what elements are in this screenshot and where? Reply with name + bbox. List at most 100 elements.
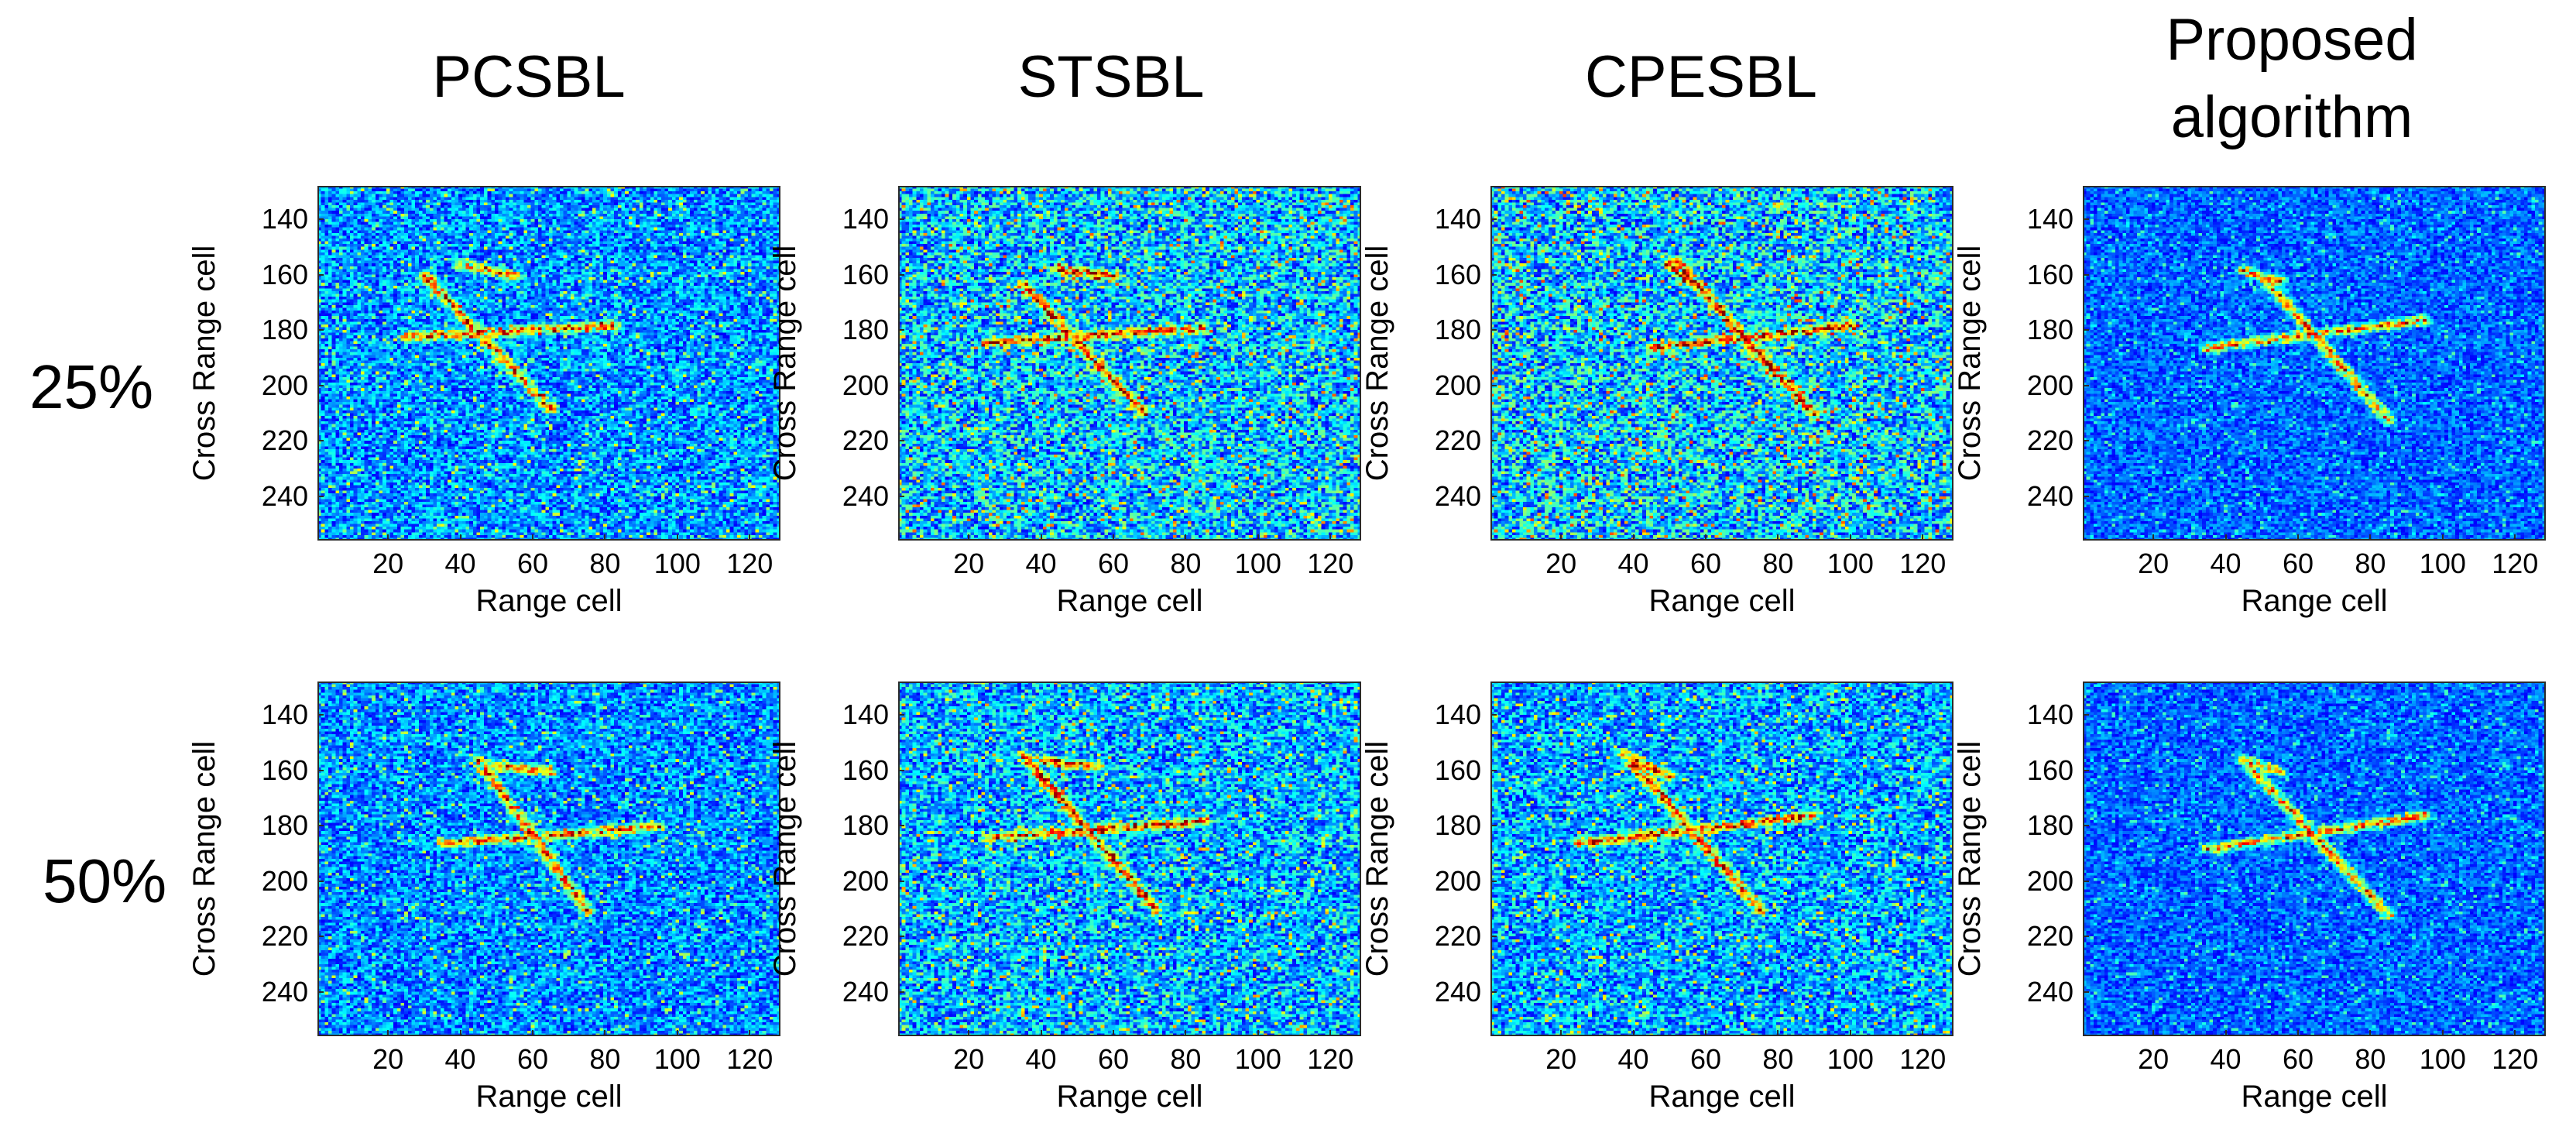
y-tick-mark [1490, 880, 1497, 882]
y-tick-label: 160 [842, 754, 889, 786]
y-tick-label: 240 [2026, 975, 2073, 1008]
y-tick-label: 180 [842, 314, 889, 346]
x-tick-label: 80 [2355, 548, 2386, 579]
y-tick-label: 220 [842, 920, 889, 953]
x-tick-label: 100 [1234, 1043, 1281, 1075]
y-tick-label: 240 [1434, 479, 1481, 512]
y-tick-mark [1490, 329, 1497, 331]
x-tick-label: 80 [1762, 548, 1794, 579]
y-tick-mark [317, 440, 324, 442]
y-tick-label: 160 [2026, 258, 2073, 290]
x-tick-mark [1849, 1030, 1851, 1036]
x-tick-mark [1632, 1030, 1634, 1036]
x-tick-mark [1560, 534, 1562, 541]
x-tick-mark [1560, 1030, 1562, 1036]
y-tick-mark [317, 384, 324, 386]
y-tick-label: 240 [261, 975, 308, 1008]
y-tick-mark [317, 880, 324, 882]
y-tick-label: 200 [2026, 864, 2073, 897]
y-tick-mark [1490, 991, 1497, 993]
y-tick-label: 180 [842, 809, 889, 842]
x-tick-mark [531, 534, 533, 541]
x-tick-label: 80 [1170, 1043, 1202, 1075]
y-tick-label: 220 [842, 424, 889, 457]
y-tick-mark [898, 440, 904, 442]
x-tick-label: 40 [1617, 548, 1649, 579]
y-tick-label: 180 [1434, 809, 1481, 842]
x-tick-label: 40 [1617, 1043, 1649, 1075]
heatmap-panel-stsbl-25pct: 140 160 180 200 220 240 20 40 60 80 100 120 Range ce… [768, 186, 1361, 616]
column-title-proposed-line1: Proposed [2166, 7, 2418, 73]
y-tick-mark [317, 991, 324, 993]
heatmap-image [2083, 682, 2546, 1036]
y-tick-label: 160 [261, 258, 308, 290]
y-tick-mark [1490, 495, 1497, 497]
x-tick-label: 40 [2210, 1043, 2242, 1075]
y-tick-label: 220 [2026, 424, 2073, 457]
x-tick-label: 40 [1025, 1043, 1057, 1075]
x-tick-label: 80 [1170, 548, 1202, 579]
y-tick-mark [2083, 218, 2089, 220]
y-tick-label: 140 [842, 698, 889, 730]
heatmap-panel-pcsbl-25pct: 140 160 180 200 220 240 20 40 60 80 100 120 Range ce… [187, 186, 780, 616]
column-title-stsbl: STSBL [1017, 44, 1205, 110]
y-tick-label: 240 [842, 975, 889, 1008]
heatmap-panel-proposed-algorithm-50pct: 140 160 180 200 220 240 20 40 60 80 100 120 Range ce… [1953, 682, 2546, 1112]
x-tick-label: 80 [2355, 1043, 2386, 1075]
heatmap-image [898, 186, 1361, 541]
y-tick-label: 140 [261, 202, 308, 235]
y-tick-mark [898, 825, 904, 827]
y-tick-label: 140 [2026, 202, 2073, 235]
x-tick-mark [676, 1030, 678, 1036]
y-axis-label: Cross Range cell [1953, 245, 1987, 482]
x-tick-mark [1257, 534, 1259, 541]
y-tick-mark [2083, 440, 2089, 442]
x-tick-label: 120 [1307, 1043, 1354, 1075]
x-tick-label: 40 [444, 548, 476, 579]
y-tick-label: 240 [261, 479, 308, 512]
y-tick-label: 200 [261, 369, 308, 401]
y-tick-mark [2083, 273, 2089, 276]
x-tick-mark [1777, 1030, 1779, 1036]
x-tick-mark [1329, 1030, 1332, 1036]
y-axis-label: Cross Range cell [187, 740, 221, 977]
x-tick-label: 60 [1097, 1043, 1129, 1075]
x-tick-mark [1922, 534, 1924, 541]
x-axis-label: Range cell [2241, 584, 2388, 618]
y-tick-mark [317, 936, 324, 938]
heatmap-panel-cpesbl-50pct: 140 160 180 200 220 240 20 40 60 80 100 120 Range ce… [1360, 682, 1953, 1112]
x-tick-label: 60 [2282, 548, 2314, 579]
y-tick-mark [1490, 218, 1497, 220]
y-tick-mark [1490, 769, 1497, 771]
column-title-proposed-line2: algorithm [2170, 84, 2413, 150]
y-tick-label: 180 [261, 314, 308, 346]
x-tick-mark [2224, 534, 2227, 541]
y-tick-label: 180 [2026, 809, 2073, 842]
y-tick-label: 160 [842, 258, 889, 290]
y-tick-label: 240 [1434, 975, 1481, 1008]
x-tick-label: 100 [2419, 1043, 2466, 1075]
x-tick-mark [1040, 534, 1042, 541]
x-tick-label: 20 [372, 1043, 404, 1075]
x-tick-label: 60 [1097, 548, 1129, 579]
heatmap-image [898, 682, 1361, 1036]
x-tick-mark [2514, 1030, 2516, 1036]
x-tick-mark [604, 534, 606, 541]
y-tick-mark [2083, 991, 2089, 993]
x-tick-label: 20 [1545, 1043, 1577, 1075]
y-tick-mark [898, 991, 904, 993]
heatmap-image [1490, 186, 1953, 541]
y-tick-label: 220 [261, 424, 308, 457]
y-tick-label: 200 [2026, 369, 2073, 401]
heatmap-panel-cpesbl-25pct: 140 160 180 200 220 240 20 40 60 80 100 120 Range ce… [1360, 186, 1953, 616]
y-tick-label: 200 [261, 864, 308, 897]
x-tick-label: 20 [953, 548, 985, 579]
y-tick-mark [1490, 440, 1497, 442]
y-tick-mark [2083, 936, 2089, 938]
y-tick-mark [317, 273, 324, 276]
x-tick-mark [749, 534, 751, 541]
x-tick-mark [2296, 534, 2299, 541]
heatmap-image [2083, 186, 2546, 541]
y-tick-mark [1490, 825, 1497, 827]
x-tick-mark [604, 1030, 606, 1036]
